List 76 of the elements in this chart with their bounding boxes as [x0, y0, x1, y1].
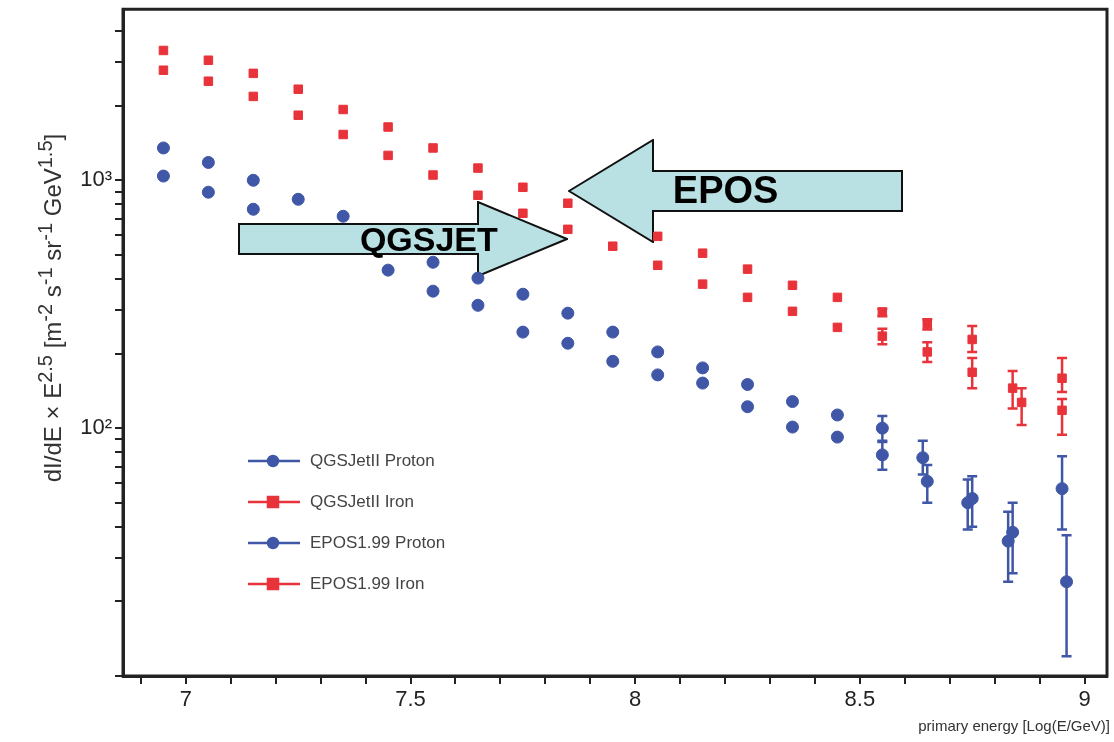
point [246, 202, 260, 216]
point [471, 271, 485, 285]
x-tick-label: 9 [1078, 686, 1091, 712]
x-tick-label: 8 [629, 686, 642, 712]
point [338, 104, 348, 115]
point [652, 260, 663, 271]
x-axis-title: primary energy [Log(E/GeV)] [918, 717, 1110, 734]
point [741, 377, 755, 391]
point [651, 345, 665, 359]
point [158, 65, 169, 75]
point [518, 182, 528, 193]
point [830, 408, 844, 422]
point [338, 129, 348, 140]
point [741, 400, 755, 414]
point [473, 163, 483, 173]
point [156, 141, 170, 155]
point [291, 192, 305, 206]
point [248, 91, 259, 102]
point [516, 325, 530, 339]
point [293, 84, 303, 94]
point [742, 292, 753, 303]
point [203, 55, 214, 65]
point [156, 169, 170, 183]
point [787, 306, 798, 317]
point [248, 68, 259, 79]
x-tick-label: 8.5 [844, 686, 876, 712]
y-tick-label: 10² [80, 414, 112, 440]
point [787, 280, 798, 291]
y-tick-label: 10³ [80, 166, 112, 192]
legend-label: QGSJetII Proton [310, 450, 435, 471]
point [697, 248, 708, 258]
legend-label: EPOS1.99 Proton [310, 532, 446, 553]
point [785, 420, 799, 434]
point [471, 298, 485, 312]
point [428, 143, 438, 153]
point [696, 376, 710, 390]
point [651, 368, 665, 382]
point [1057, 405, 1067, 416]
point [606, 325, 620, 339]
point [383, 122, 393, 132]
point [383, 150, 393, 161]
point [830, 430, 844, 444]
point [696, 361, 710, 375]
point [967, 367, 977, 378]
point [203, 76, 214, 86]
annotation: EPOS [672, 169, 779, 213]
point [201, 185, 215, 199]
point [563, 224, 573, 235]
point [563, 198, 573, 208]
point [381, 263, 395, 277]
point [201, 155, 215, 169]
point [336, 209, 350, 223]
point [561, 306, 575, 320]
x-tick-label: 7 [179, 686, 193, 712]
legend-label: QGSJetII Iron [310, 491, 414, 512]
point [428, 170, 438, 180]
annotation: QGSJET [359, 220, 498, 260]
point [426, 284, 440, 298]
point [652, 231, 663, 242]
point [785, 395, 799, 409]
point [606, 354, 620, 368]
point [608, 241, 618, 251]
point [518, 208, 528, 219]
point [516, 287, 530, 301]
point [246, 173, 260, 187]
legend-label: EPOS1.99 Iron [310, 573, 425, 594]
point [561, 336, 575, 350]
point [742, 264, 753, 274]
point [832, 322, 843, 333]
point [293, 110, 303, 120]
point [158, 45, 169, 56]
x-tick-label: 7.5 [395, 686, 426, 712]
point [832, 292, 843, 303]
point [1057, 373, 1067, 383]
point [697, 279, 708, 289]
point [473, 190, 483, 201]
